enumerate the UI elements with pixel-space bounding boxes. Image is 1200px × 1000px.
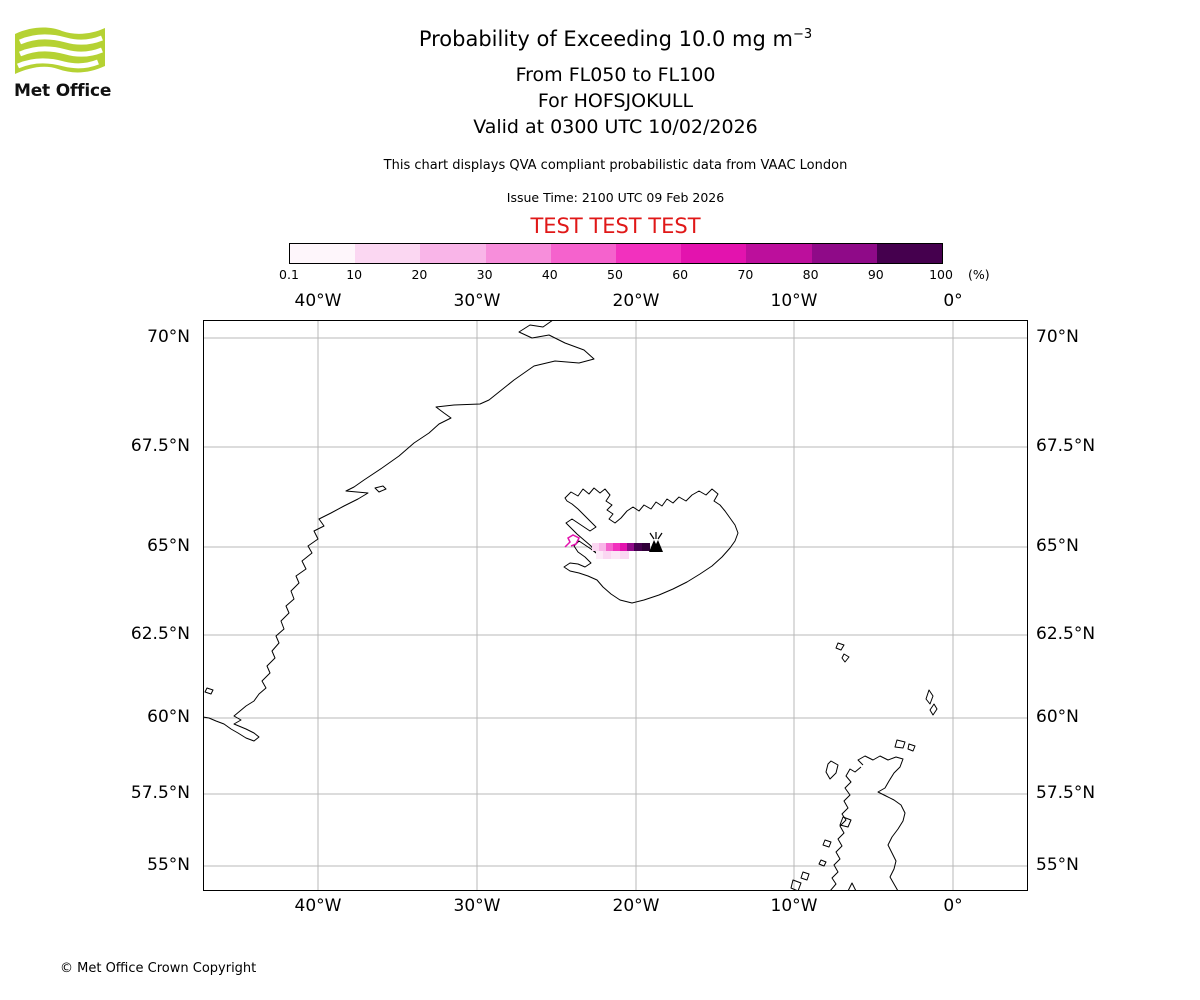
lat-label: 60°N — [147, 707, 190, 727]
volcano-name: For HOFSJOKULL — [537, 90, 694, 112]
ash-cell — [620, 551, 629, 559]
ash-cell — [634, 543, 642, 551]
ash-cell — [613, 543, 620, 551]
lat-label: 70°N — [1036, 327, 1079, 347]
map-svg — [202, 319, 1028, 892]
lon-label: 40°W — [294, 896, 342, 916]
lon-label: 10°W — [770, 291, 818, 311]
volcano-icon — [649, 532, 663, 552]
chart-title-text: Probability of Exceeding 10.0 mg m — [418, 27, 793, 51]
lon-label: 20°W — [612, 896, 660, 916]
logo-wave-3 — [16, 58, 99, 69]
lat-label: 67.5°N — [130, 436, 190, 456]
lon-labels-top: 40°W 30°W 20°W 10°W 0° — [203, 291, 1028, 313]
ash-cell — [627, 543, 634, 551]
lat-label: 70°N — [147, 327, 190, 347]
colorbar-tick-label: 30 — [476, 267, 493, 282]
ash-cell — [599, 543, 606, 551]
colorbar-segment — [485, 244, 551, 263]
lon-label: 0° — [943, 896, 963, 916]
lat-label: 65°N — [147, 536, 190, 556]
lon-label: 10°W — [770, 896, 818, 916]
met-office-wordmark: Met Office — [14, 81, 112, 101]
lon-label: 20°W — [612, 291, 660, 311]
logo-wave-1 — [18, 34, 103, 45]
lat-label: 62.5°N — [1036, 624, 1096, 644]
colorbar-tick-label: 20 — [411, 267, 428, 282]
colorbar-tick-label: 80 — [802, 267, 819, 282]
test-banner: TEST TEST TEST — [530, 214, 701, 238]
met-office-logo: Met Office — [14, 24, 118, 101]
lon-label: 0° — [943, 291, 963, 311]
lon-label: 40°W — [294, 291, 342, 311]
lat-label: 57.5°N — [1036, 783, 1096, 803]
colorbar-segment — [355, 244, 421, 263]
lat-label: 67.5°N — [1036, 436, 1096, 456]
colorbar-unit: (%) — [968, 267, 990, 282]
colorbar-tick-label: 10 — [346, 267, 363, 282]
colorbar-segment — [290, 244, 356, 263]
colorbar-tick-label: 40 — [541, 267, 558, 282]
probability-colorbar — [289, 243, 943, 264]
ash-cells — [592, 543, 650, 559]
ash-contour — [564, 534, 581, 548]
ash-cell — [606, 543, 613, 551]
map-border — [203, 320, 1028, 891]
map-area — [202, 319, 1028, 892]
colorbar-ticks: 0.1 10 20 30 40 50 60 70 80 90 100 — [279, 267, 953, 283]
logo-wave-2 — [18, 46, 103, 57]
lat-labels-right: 70°N 67.5°N 65°N 62.5°N 60°N 57.5°N 55°N — [1036, 320, 1146, 891]
colorbar-segment — [811, 244, 877, 263]
coastlines — [202, 319, 938, 892]
colorbar-tick-label: 70 — [737, 267, 754, 282]
lat-label: 55°N — [147, 855, 190, 875]
colorbar-tick-label: 60 — [672, 267, 689, 282]
lat-label: 65°N — [1036, 536, 1079, 556]
colorbar-segment — [876, 244, 943, 263]
flight-level-range: From FL050 to FL100 — [515, 64, 716, 86]
greenland-coast — [202, 319, 595, 742]
lat-labels-left: 70°N 67.5°N 65°N 62.5°N 60°N 57.5°N 55°N — [0, 320, 196, 891]
copyright-notice: © Met Office Crown Copyright — [60, 961, 257, 976]
lat-label: 57.5°N — [130, 783, 190, 803]
ash-cell — [611, 551, 620, 559]
graticule — [203, 320, 1028, 891]
chart-title-exponent: −3 — [792, 27, 813, 42]
ash-cell — [620, 543, 627, 551]
ash-cell — [603, 551, 611, 559]
colorbar-tick-label: 0.1 — [279, 267, 299, 282]
lat-label: 62.5°N — [130, 624, 190, 644]
ash-cell — [592, 543, 599, 551]
lon-labels-bottom: 40°W 30°W 20°W 10°W 0° — [203, 896, 1028, 918]
colorbar-segments — [290, 244, 943, 263]
scotland-west-coast — [829, 766, 862, 892]
colorbar-segment — [420, 244, 486, 263]
ash-cell — [596, 551, 603, 559]
lat-label: 60°N — [1036, 707, 1079, 727]
colorbar-tick-label: 50 — [607, 267, 623, 282]
colorbar-tick-label: 90 — [867, 267, 884, 282]
chart-title: Probability of Exceeding 10.0 mg m−3 — [14, 27, 1200, 51]
colorbar-segment — [746, 244, 812, 263]
colorbar-segment — [616, 244, 682, 263]
issue-time: Issue Time: 2100 UTC 09 Feb 2026 — [506, 190, 725, 205]
colorbar-tick-label: 100 — [929, 267, 953, 282]
ash-cell — [642, 543, 650, 551]
lon-label: 30°W — [453, 291, 501, 311]
valid-time: Valid at 0300 UTC 10/02/2026 — [473, 116, 758, 138]
colorbar-segment — [550, 244, 617, 263]
colorbar-segment — [681, 244, 747, 263]
lon-label: 30°W — [453, 896, 501, 916]
scotland-east-coast — [857, 755, 906, 892]
iceland-coast — [563, 487, 739, 604]
qva-info-line: This chart displays QVA compliant probab… — [383, 158, 848, 173]
met-office-flag-icon — [15, 27, 105, 74]
lat-label: 55°N — [1036, 855, 1079, 875]
